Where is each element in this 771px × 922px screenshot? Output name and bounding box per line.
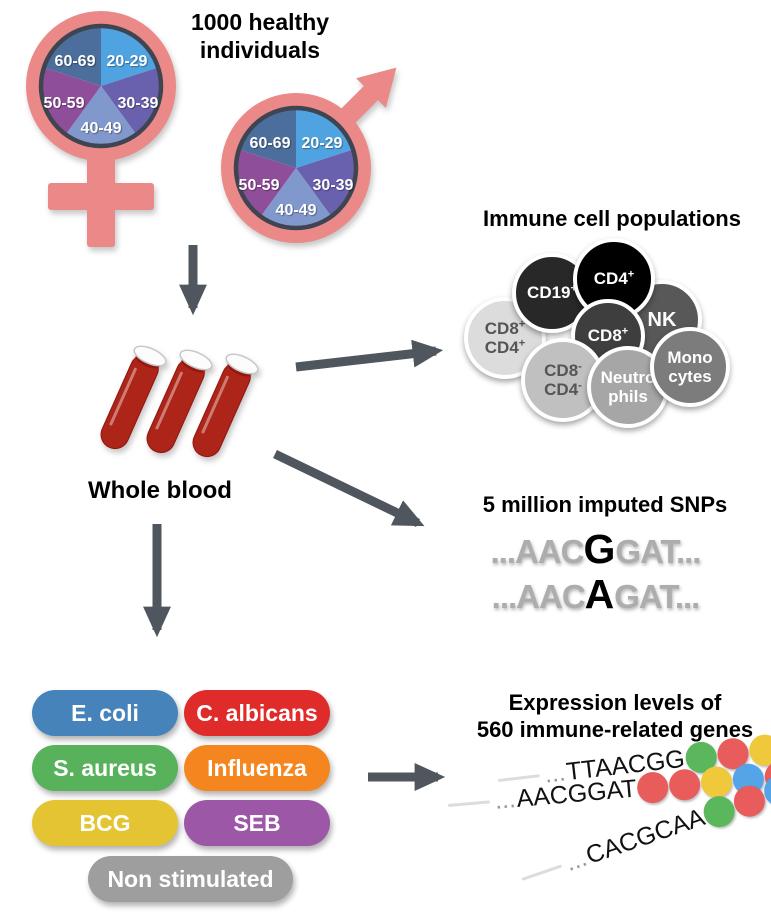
female-symbol: [26, 11, 176, 247]
cell-monocytes: Mono cytes: [650, 327, 730, 407]
snp-sequence-row: ...AACAGAT...: [491, 571, 701, 617]
flow-arrows: [143, 245, 446, 791]
snp-sequence-row: ...AACGGAT...: [490, 526, 702, 572]
cell-label-line: CD4+: [593, 268, 635, 289]
cell-label-line: CD8+: [484, 318, 526, 338]
page-title-line1: 1000 healthy: [190, 9, 330, 35]
expression-title-line2: 560 immune-related genes: [476, 716, 754, 742]
female-age-pie: [41, 26, 161, 146]
snps-title: 5 million imputed SNPs: [482, 492, 728, 517]
whole-blood-label: Whole blood: [88, 477, 232, 504]
blood-tube: [100, 345, 167, 450]
arrow-blood-to-snps: [273, 449, 425, 528]
cell-label-line: cytes: [668, 367, 712, 386]
cell-label-line: NK: [647, 308, 677, 331]
cell-label-line: CD19+: [527, 283, 577, 303]
cell-label-line: CD8-: [544, 360, 582, 380]
snp-sequences: ...AACGGAT... ...AACAGAT...: [428, 528, 763, 618]
motion-line: [497, 774, 540, 782]
cell-label-line: Mono: [667, 347, 713, 367]
arrow-blood-to-cells: [295, 339, 444, 372]
male-age-pie: [236, 108, 356, 228]
male-symbol: [221, 67, 397, 243]
stimulus-saureus: S. aureus: [32, 745, 178, 791]
stimulus-bcg: BCG: [32, 800, 178, 846]
cell-label-line: CD4+: [484, 337, 526, 357]
expression-dot: [636, 770, 670, 805]
page-title-line2: individuals: [199, 37, 321, 64]
cell-label-line: phils: [608, 387, 648, 406]
blood-tube: [192, 353, 259, 458]
stimulus-nonstim: Non stimulated: [88, 856, 293, 902]
stimulus-seb: SEB: [184, 800, 330, 846]
expression-title-line1: Expression levels of: [508, 690, 722, 715]
cell-label-line: CD8+: [587, 325, 629, 346]
expression-dot: [668, 767, 702, 802]
blood-tube: [146, 349, 213, 454]
blood-tubes: [100, 345, 259, 458]
stimulus-influenza: Influenza: [184, 745, 330, 791]
cell-label-line: Neutro: [600, 367, 656, 387]
page-title: 1000 healthy individuals: [150, 8, 370, 64]
expression-title: Expression levels of 560 immune-related …: [460, 690, 770, 744]
female-cross-horizontal: [48, 183, 154, 210]
immune-title: Immune cell populations: [483, 206, 741, 231]
stimulus-ecoli: E. coli: [32, 690, 178, 736]
cell-label-line: CD4-: [544, 379, 582, 399]
motion-line: [521, 864, 563, 881]
motion-line: [447, 800, 490, 807]
stimulus-calbicans: C. albicans: [184, 690, 330, 736]
